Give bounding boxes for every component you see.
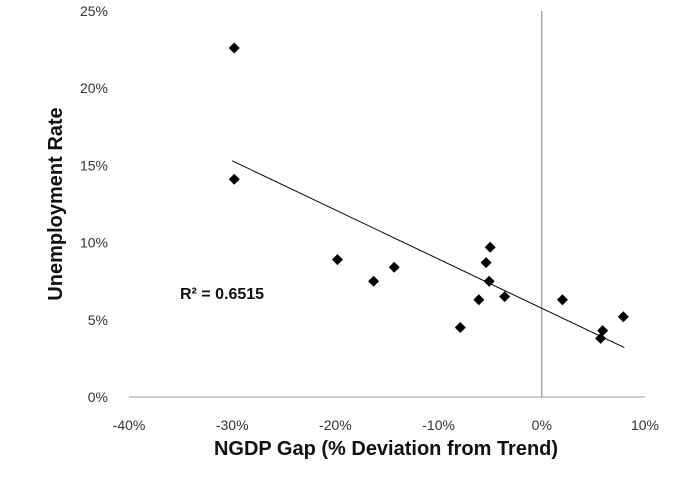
x-tick-label: -20% (319, 417, 352, 433)
data-point (617, 311, 629, 323)
y-tick-label: 10% (80, 235, 108, 251)
data-point (228, 173, 240, 185)
y-tick-label: 20% (80, 80, 108, 96)
data-point (368, 275, 380, 287)
y-axis-ticks: 0% 5% 10% 15% 20% 25% (80, 3, 108, 405)
r-squared-label: R² = 0.6515 (180, 286, 264, 303)
data-point (454, 322, 466, 334)
x-axis-title: NGDP Gap (% Deviation from Trend) (214, 438, 558, 460)
data-point (480, 257, 492, 269)
data-point (473, 294, 485, 306)
data-point (228, 42, 240, 54)
data-point (388, 261, 400, 273)
data-points (228, 42, 629, 344)
data-point (597, 325, 609, 337)
y-axis-title: Unemployment Rate (45, 107, 67, 300)
y-tick-label: 5% (88, 312, 108, 328)
y-tick-label: 25% (80, 3, 108, 19)
x-tick-label: -40% (113, 417, 146, 433)
y-tick-label: 0% (88, 389, 108, 405)
x-tick-label: -10% (422, 417, 455, 433)
data-point (556, 294, 568, 306)
data-point (595, 332, 607, 344)
y-tick-label: 15% (80, 157, 108, 173)
data-point (331, 254, 343, 266)
data-point (484, 241, 496, 253)
data-point (499, 291, 511, 303)
x-tick-label: 0% (532, 417, 552, 433)
data-point (483, 275, 495, 287)
x-axis-ticks: -40% -30% -20% -10% 0% 10% (113, 417, 659, 433)
x-tick-label: 10% (631, 417, 659, 433)
trendline (231, 160, 625, 349)
x-tick-label: -30% (216, 417, 249, 433)
